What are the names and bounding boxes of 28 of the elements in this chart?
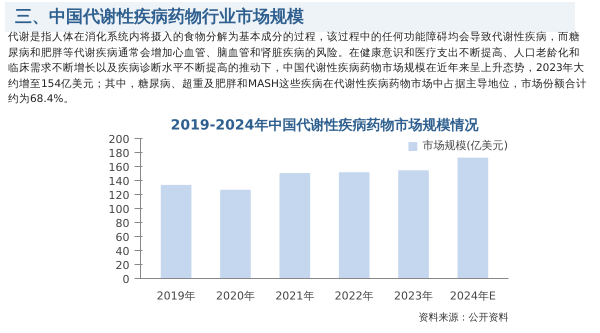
text: 三、中国代谢性疾病药物行业市场规模	[5, 2, 575, 32]
y-tick-label: 200	[108, 133, 130, 146]
y-tick-label: 40	[116, 245, 130, 258]
bar	[279, 173, 310, 278]
legend-label: 市场规模(亿美元)	[422, 138, 508, 153]
y-tick-label: 100	[108, 203, 130, 216]
y-tick-label: 140	[108, 175, 130, 188]
x-tick-label: 2022年	[334, 290, 374, 302]
x-tick-label: 2019年	[156, 290, 196, 302]
text: 资料来源：公开资料	[418, 312, 508, 324]
x-tick-label: 2024年E	[450, 290, 496, 302]
bar	[338, 172, 370, 278]
y-tick-label: 0	[122, 273, 130, 286]
text: 代谢是指人体在消化系统内将摄入的食物分解为基本成分的过程，该过程中的任何功能障碍均会导致代谢性疾病，而糖尿病和肥胖等代谢疾病通常会增加心血管、脑血管和肾脏疾病的风险。在健康意识和医疗支出不断提高、人口老龄化和临床需求不断增长以及疾病诊断水平不断提高的推动下，中国代谢性疾病药物市场规模在近年来呈上升态势，2023年大约增至154亿美元；其中，糖尿病、超重及肥胖和MASH这些疾病在代谢性疾病药物市场中占据主导地位，市场份额合计约为68.4%。	[8, 30, 588, 107]
chart-title: 2019-2024年中国代谢性疾病药物市场规模情况	[170, 116, 480, 134]
y-tick-label: 80	[116, 217, 130, 230]
y-tick-label: 120	[108, 189, 130, 202]
y-tick-label: 180	[108, 147, 130, 160]
y-tick-label: 160	[108, 161, 130, 174]
bar	[398, 170, 429, 278]
x-tick-label: 2023年	[394, 290, 434, 302]
bar	[160, 184, 192, 278]
bar	[458, 158, 488, 278]
y-tick-label: 20	[116, 259, 130, 272]
bar	[220, 190, 251, 278]
x-tick-label: 2020年	[216, 290, 255, 302]
y-tick-label: 60	[116, 231, 130, 244]
x-tick-label: 2021年	[275, 290, 314, 302]
